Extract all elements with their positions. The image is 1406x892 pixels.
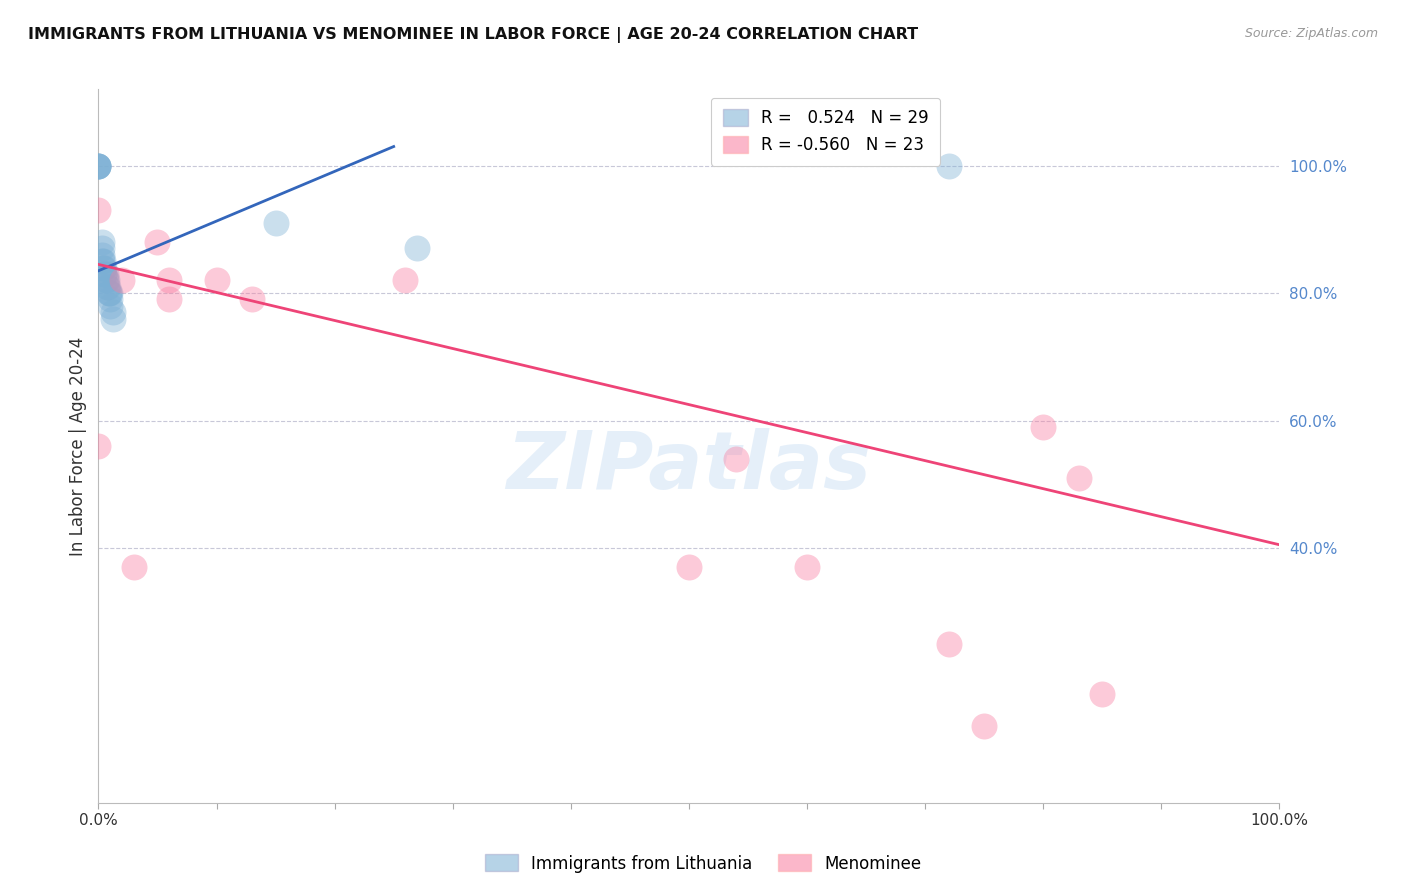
Point <box>1091 688 1114 702</box>
Point <box>157 273 180 287</box>
Text: Source: ZipAtlas.com: Source: ZipAtlas.com <box>1244 27 1378 40</box>
Point <box>87 159 110 173</box>
Point <box>97 279 120 293</box>
Point <box>87 159 110 173</box>
Point <box>938 159 960 173</box>
Point <box>87 159 110 173</box>
Point <box>93 260 115 275</box>
Point <box>91 254 114 268</box>
Point <box>96 279 118 293</box>
Point <box>93 267 115 281</box>
Point <box>938 636 960 650</box>
Point <box>101 305 124 319</box>
Point <box>91 248 114 262</box>
Point <box>1067 471 1090 485</box>
Point <box>93 267 115 281</box>
Point <box>91 235 114 249</box>
Point <box>98 293 121 307</box>
Point <box>796 560 818 574</box>
Text: IMMIGRANTS FROM LITHUANIA VS MENOMINEE IN LABOR FORCE | AGE 20-24 CORRELATION CH: IMMIGRANTS FROM LITHUANIA VS MENOMINEE I… <box>28 27 918 43</box>
Point <box>91 242 114 256</box>
Point <box>111 273 134 287</box>
Legend: R =   0.524   N = 29, R = -0.560   N = 23: R = 0.524 N = 29, R = -0.560 N = 23 <box>711 97 941 166</box>
Point <box>264 216 287 230</box>
Legend: Immigrants from Lithuania, Menominee: Immigrants from Lithuania, Menominee <box>478 847 928 880</box>
Point <box>101 311 124 326</box>
Point <box>98 299 121 313</box>
Point <box>94 267 117 281</box>
Point <box>87 203 110 218</box>
Point <box>678 560 700 574</box>
Point <box>87 159 110 173</box>
Point <box>94 273 117 287</box>
Point <box>394 273 416 287</box>
Point <box>91 254 114 268</box>
Point <box>91 260 114 275</box>
Point <box>98 286 121 301</box>
Point <box>98 286 121 301</box>
Text: ZIPatlas: ZIPatlas <box>506 428 872 507</box>
Point <box>406 242 429 256</box>
Point <box>725 451 748 466</box>
Point <box>87 439 110 453</box>
Point <box>87 159 110 173</box>
Point <box>1032 420 1054 434</box>
Point <box>98 286 121 301</box>
Point <box>973 719 995 733</box>
Point <box>240 293 263 307</box>
Point <box>205 273 228 287</box>
Point <box>122 560 145 574</box>
Point <box>146 235 169 249</box>
Point <box>96 273 118 287</box>
Y-axis label: In Labor Force | Age 20-24: In Labor Force | Age 20-24 <box>69 336 87 556</box>
Point <box>157 293 180 307</box>
